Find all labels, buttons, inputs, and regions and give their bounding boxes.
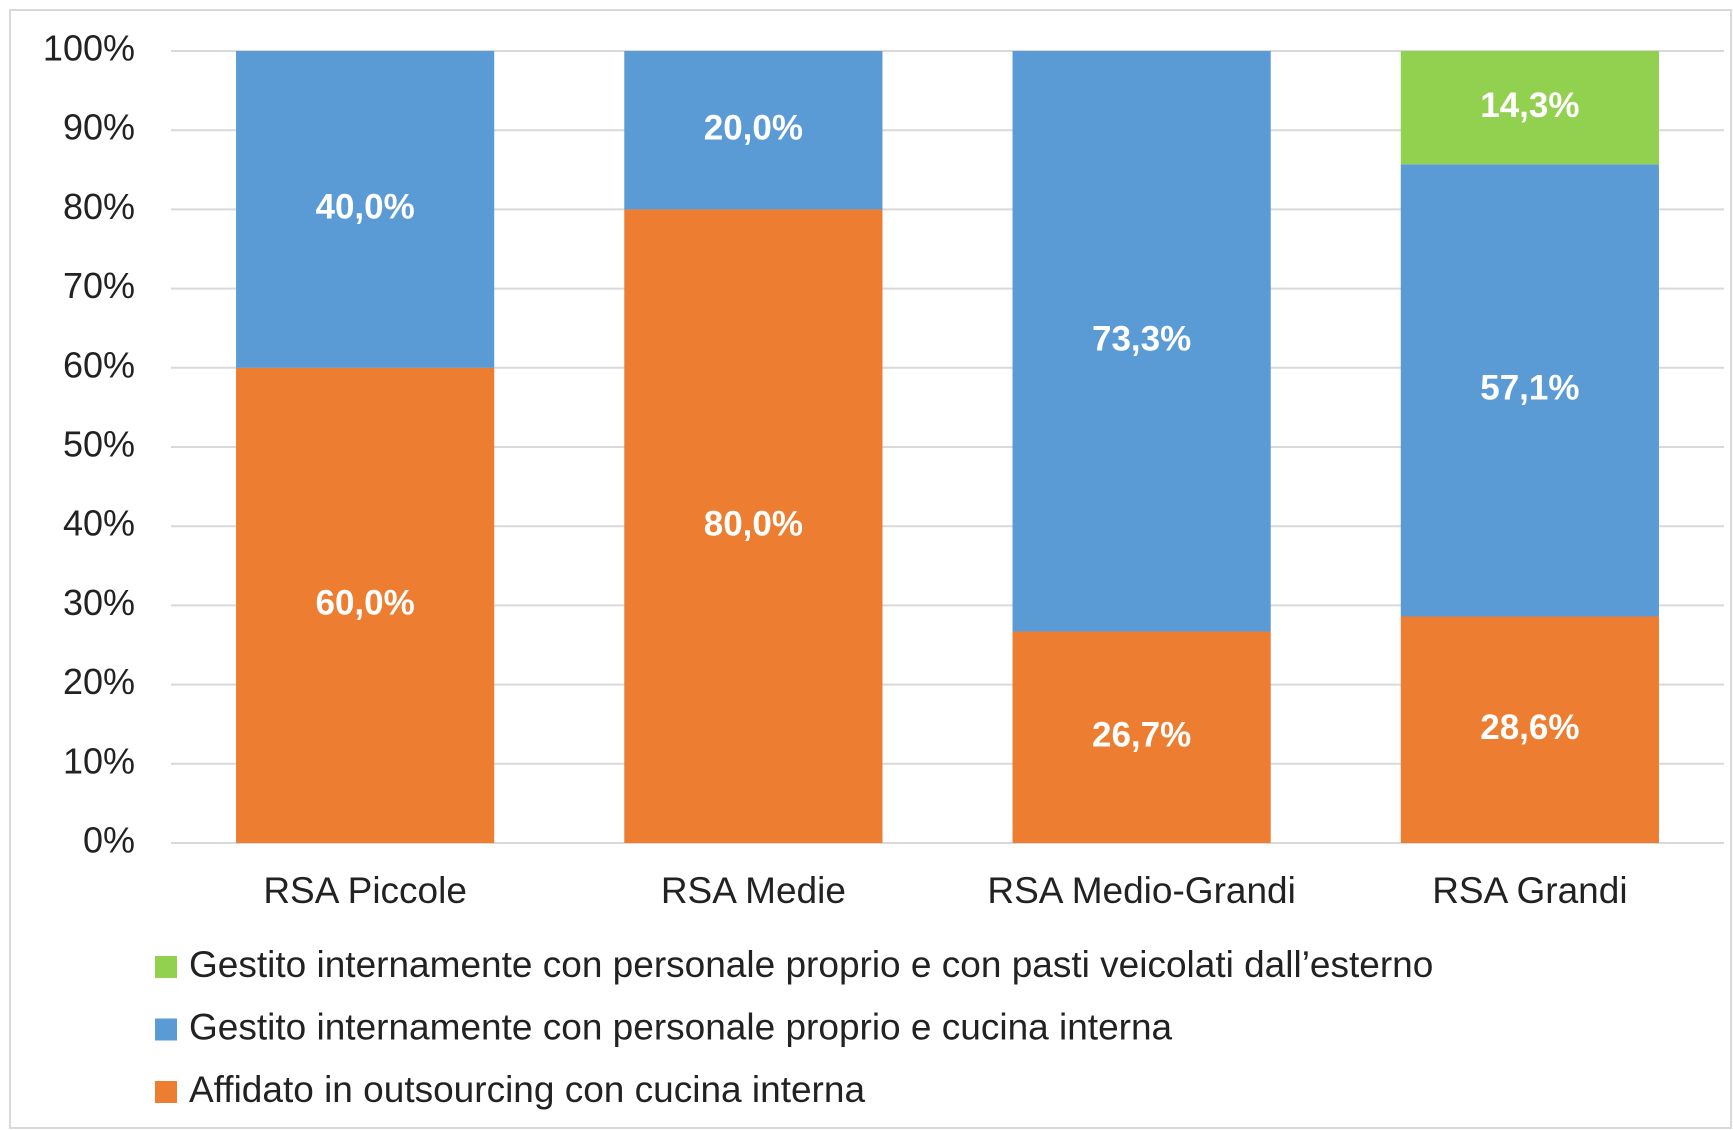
x-tick-label: RSA Medio-Grandi (987, 870, 1295, 911)
value-label: 57,1% (1480, 369, 1579, 408)
bar-segment (1400, 616, 1659, 843)
bar-segment (624, 51, 883, 210)
bar-segment (1012, 631, 1271, 843)
y-tick-label: 80% (63, 186, 135, 227)
x-tick-label: RSA Grandi (1432, 870, 1627, 911)
value-label: 20,0% (704, 108, 803, 147)
legend-swatch (155, 1081, 177, 1103)
x-tick-label: RSA Piccole (263, 870, 467, 911)
y-tick-label: 60% (63, 344, 135, 385)
bar-segment (236, 367, 495, 843)
y-tick-label: 10% (63, 740, 135, 781)
value-label: 60,0% (316, 584, 415, 623)
legend-label: Gestito internamente con personale propr… (189, 944, 1433, 985)
bar-segment (1400, 164, 1659, 617)
value-label: 40,0% (316, 188, 415, 227)
legend-label: Affidato in outsourcing con cucina inter… (189, 1069, 865, 1110)
bar-segment (1400, 51, 1659, 165)
y-tick-label: 20% (63, 661, 135, 702)
bar-segment (236, 51, 495, 368)
bar-segment (624, 209, 883, 843)
value-label: 14,3% (1480, 86, 1579, 125)
value-label: 80,0% (704, 504, 803, 543)
y-tick-label: 0% (83, 820, 135, 861)
value-label: 26,7% (1092, 716, 1191, 755)
y-tick-label: 70% (63, 265, 135, 306)
y-tick-label: 30% (63, 582, 135, 623)
legend-swatch (155, 1018, 177, 1041)
legend-label: Gestito internamente con personale propr… (189, 1006, 1173, 1047)
y-tick-label: 100% (43, 28, 135, 69)
legend-swatch (155, 956, 177, 978)
value-label: 73,3% (1092, 320, 1191, 359)
y-tick-label: 50% (63, 424, 135, 465)
value-label: 28,6% (1480, 708, 1579, 747)
chart-frame (9, 9, 1732, 1129)
y-tick-label: 90% (63, 107, 135, 148)
x-tick-label: RSA Medie (661, 870, 846, 911)
bar-segment (1012, 51, 1271, 632)
y-tick-label: 40% (63, 503, 135, 544)
